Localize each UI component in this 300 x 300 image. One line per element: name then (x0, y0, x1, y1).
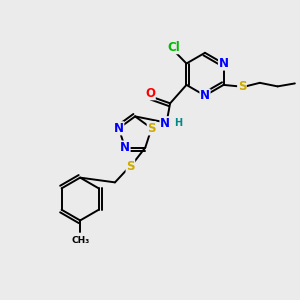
Text: N: N (200, 89, 210, 102)
Text: N: N (218, 57, 229, 70)
Text: S: S (126, 160, 135, 172)
Text: N: N (114, 122, 124, 135)
Text: CH₃: CH₃ (71, 236, 89, 245)
Text: N: N (120, 141, 130, 154)
Text: N: N (160, 117, 170, 130)
Text: O: O (145, 87, 155, 100)
Text: H: H (174, 118, 182, 128)
Text: Cl: Cl (168, 41, 180, 54)
Text: S: S (238, 80, 246, 93)
Text: S: S (147, 122, 156, 135)
